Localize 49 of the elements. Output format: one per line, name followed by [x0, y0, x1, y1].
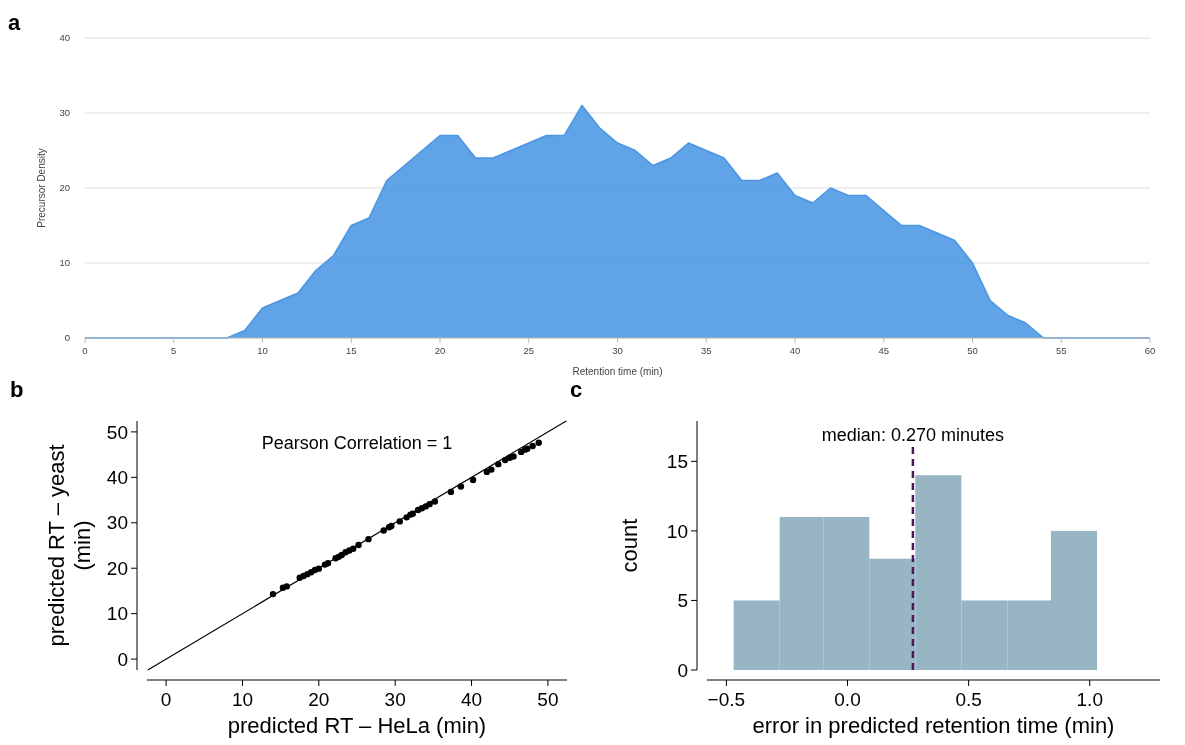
x-tick-label: 25 [523, 345, 535, 356]
chart-title: c [570, 377, 583, 402]
x-tick-label: 40 [789, 345, 801, 356]
y-axis-title: predicted RT – yeast (min) [44, 444, 96, 647]
x-tick-label: 30 [612, 345, 623, 356]
y-tick-label: 10 [666, 520, 688, 542]
y-tick-label: 40 [59, 32, 70, 44]
x-tick-label: 10 [257, 345, 268, 356]
y-tick-label: 10 [59, 257, 70, 269]
y-axis-title: Precursor Density [36, 148, 47, 228]
x-tick-label: 20 [434, 345, 446, 356]
y-tick-label: 20 [106, 557, 128, 579]
y-tick-label: 20 [59, 182, 70, 194]
x-tick-label: 15 [345, 345, 357, 356]
y-axis-title: count [617, 518, 642, 573]
x-tick-label: 40 [460, 689, 483, 710]
y-tick-label: 0 [677, 659, 688, 681]
x-tick-label: 50 [537, 689, 559, 710]
x-tick-label: 0 [160, 689, 172, 710]
x-tick-label: 35 [700, 345, 712, 356]
x-tick-label: 0.5 [955, 689, 982, 710]
x-tick-label: 5 [171, 345, 177, 356]
chart-title: a [8, 10, 21, 35]
x-tick-label: 50 [967, 345, 978, 356]
y-tick-label: 40 [106, 466, 128, 488]
x-tick-label: 0.0 [834, 689, 861, 710]
y-tick-label: 0 [64, 332, 70, 344]
x-tick-label: 55 [1055, 345, 1067, 356]
y-tick-label: 0 [117, 648, 128, 670]
ref-line-label: median: 0.270 minutes [821, 425, 1004, 445]
x-tick-label: 60 [1144, 345, 1156, 356]
y-tick-label: 10 [106, 603, 128, 625]
chart-title: b [10, 377, 24, 402]
annotation: Pearson Correlation = 1 [261, 433, 453, 453]
y-tick-label: 50 [106, 421, 128, 443]
y-tick-label: 30 [59, 107, 70, 119]
y-tick-label: 30 [106, 512, 128, 534]
x-tick-label: 45 [878, 345, 890, 356]
x-tick-label: 10 [231, 689, 254, 710]
x-tick-label: 20 [308, 689, 330, 710]
y-tick-label: 15 [666, 450, 688, 472]
x-tick-label: −0.5 [707, 689, 746, 710]
x-axis-title: error in predicted retention time (min) [752, 713, 1115, 738]
x-tick-label: 1.0 [1076, 689, 1103, 710]
x-tick-label: 30 [384, 689, 406, 710]
y-tick-label: 5 [677, 590, 688, 612]
x-tick-label: 0 [82, 345, 88, 356]
x-axis-title: predicted RT – HeLa (min) [227, 713, 487, 738]
x-axis-title: Retention time (min) [572, 366, 663, 377]
